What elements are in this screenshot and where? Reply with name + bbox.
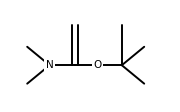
Text: O: O xyxy=(94,60,102,70)
Text: N: N xyxy=(46,60,53,70)
